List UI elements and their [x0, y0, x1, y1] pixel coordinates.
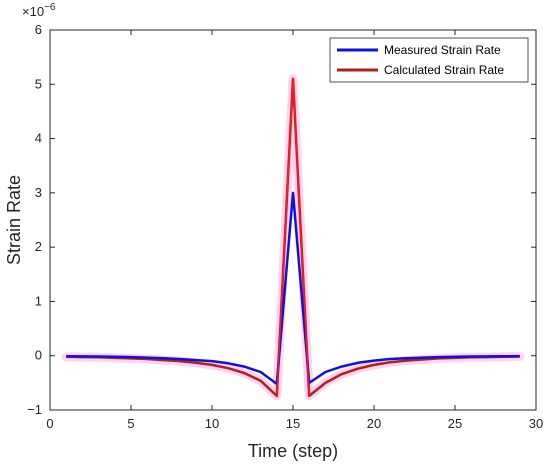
- y-axis-ticks: −1 0 1 2 3 4 5 6: [27, 22, 536, 417]
- x-tick-label: 15: [286, 416, 300, 431]
- y-tick-label: 5: [35, 76, 42, 91]
- series-peak-calculated: [276, 78, 310, 396]
- y-exponent-power: −6: [44, 2, 56, 13]
- x-axis-label: Time (step): [248, 441, 338, 461]
- legend-label-calculated: Calculated Strain Rate: [384, 63, 504, 77]
- legend: Measured Strain Rate Calculated Strain R…: [329, 37, 529, 83]
- y-axis-label: Strain Rate: [4, 175, 24, 265]
- x-tick-label: 5: [127, 416, 134, 431]
- y-tick-label: 6: [35, 22, 42, 37]
- y-tick-label: 2: [35, 239, 42, 254]
- x-tick-label: 30: [529, 416, 543, 431]
- x-tick-label: 0: [46, 416, 53, 431]
- y-tick-label: 4: [35, 131, 42, 146]
- series-line-measured: [66, 191, 520, 386]
- legend-box: [329, 37, 529, 83]
- y-exponent-label: ×10−6: [22, 2, 56, 19]
- x-tick-label: 20: [367, 416, 381, 431]
- y-tick-label: 3: [35, 185, 42, 200]
- series-layer: [61, 74, 525, 401]
- y-tick-label: 0: [35, 348, 42, 363]
- y-tick-label: 1: [35, 293, 42, 308]
- x-tick-label: 25: [448, 416, 462, 431]
- x-axis-ticks: 0 5 10 15 20 25 30: [46, 30, 543, 431]
- x-tick-label: 10: [205, 416, 219, 431]
- legend-label-measured: Measured Strain Rate: [384, 43, 501, 57]
- y-tick-label: −1: [27, 402, 42, 417]
